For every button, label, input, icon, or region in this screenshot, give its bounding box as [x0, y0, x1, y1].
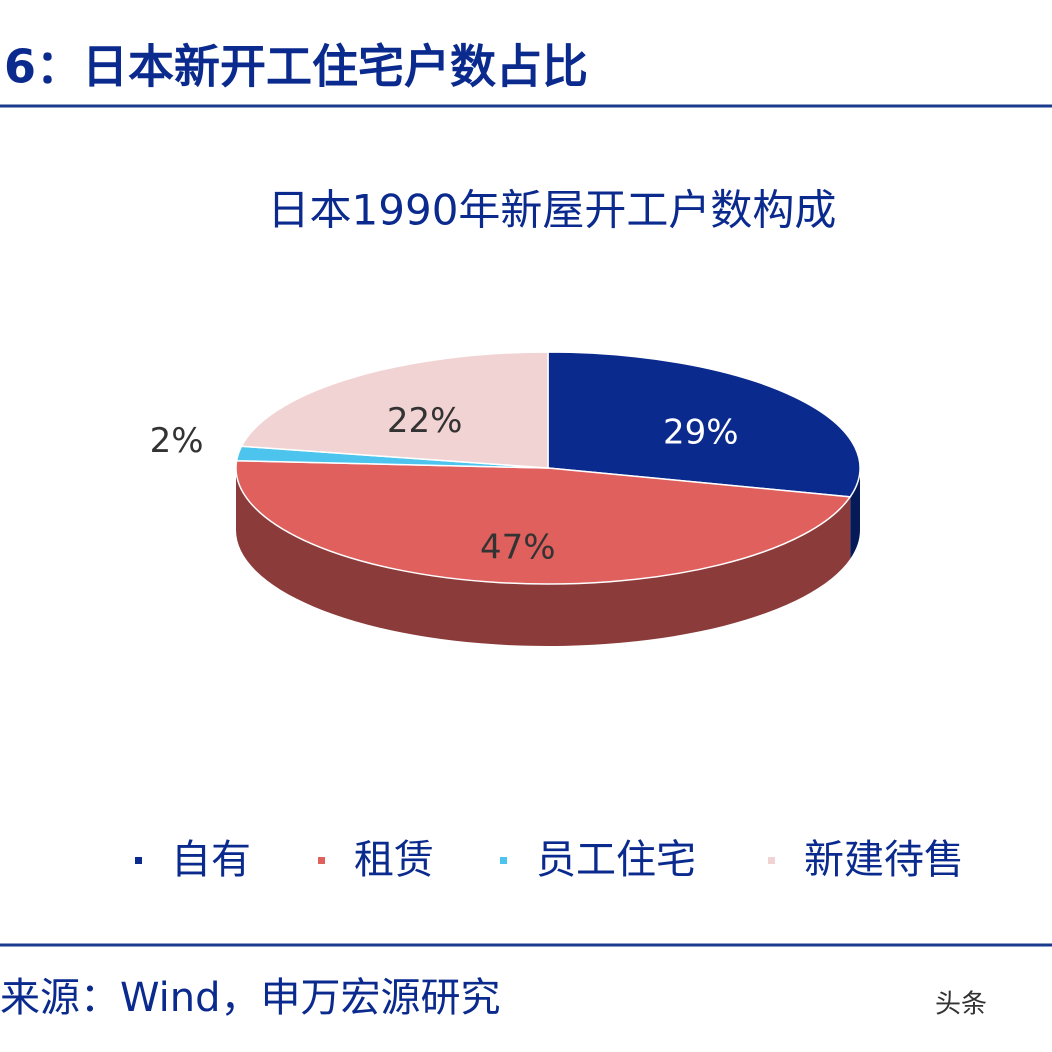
legend-label: 员工住宅 — [536, 837, 696, 883]
watermark: 头条 — [935, 990, 987, 1020]
pie-slice — [240, 351, 549, 469]
legend-label: 租赁 — [354, 837, 434, 883]
legend-marker — [768, 857, 775, 864]
pie-slice — [547, 351, 861, 498]
source: 来源：Wind，申万宏源研究 — [0, 975, 501, 1021]
data-label: 47% — [480, 528, 556, 568]
chart-title: 日本1990年新屋开工户数构成 — [268, 186, 837, 235]
legend-marker — [135, 857, 142, 864]
data-label: 22% — [387, 401, 463, 441]
legend-marker — [500, 857, 507, 864]
legend-marker — [318, 857, 325, 864]
legend-label: 自有 — [171, 837, 251, 883]
pie-side — [236, 468, 851, 646]
pie: 29% 47% 2% 22% — [150, 351, 861, 646]
header-title: 6：日本新开工住宅户数占比 — [4, 40, 588, 94]
data-label: 2% — [150, 421, 204, 461]
data-label: 29% — [663, 412, 739, 452]
pie-slice — [235, 459, 852, 585]
legend: 自有 租赁 员工住宅 新建待售 — [135, 837, 964, 883]
legend-label: 新建待售 — [804, 837, 964, 883]
pie-side — [850, 468, 861, 559]
